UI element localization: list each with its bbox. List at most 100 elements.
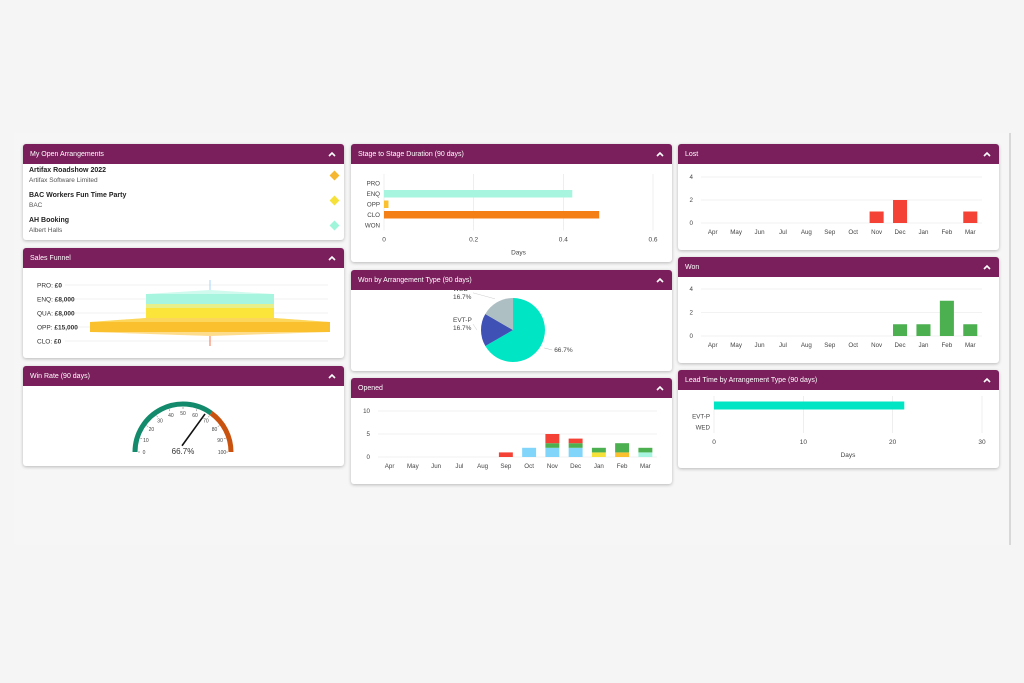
panel-lead-time: Lead Time by Arrangement Type (90 days) … [678, 370, 999, 468]
arrangement-item[interactable]: AH Booking Albert Halls [23, 214, 344, 239]
svg-text:CLO: CLO [367, 212, 380, 219]
svg-text:Sep: Sep [824, 229, 836, 236]
svg-text:Feb: Feb [942, 229, 953, 236]
arrangement-title: AH Booking [29, 217, 70, 224]
svg-text:5: 5 [367, 431, 371, 438]
chevron-up-icon[interactable] [982, 149, 992, 159]
panel-sales-funnel: Sales Funnel PRO: £0 ENQ: £8,000 QUA: £8,0… [23, 248, 344, 358]
won-by-type-pie: 66.7%EVT-P16.7%WED16.7% [351, 286, 672, 371]
svg-text:0: 0 [382, 237, 386, 244]
svg-text:50: 50 [180, 411, 186, 417]
svg-text:40: 40 [168, 413, 174, 419]
svg-text:OPP: £15,000: OPP: £15,000 [37, 325, 78, 332]
svg-text:0.4: 0.4 [559, 237, 568, 244]
svg-text:Nov: Nov [871, 342, 883, 349]
svg-text:2: 2 [690, 310, 694, 317]
arrangement-item[interactable]: Artifax Roadshow 2022 Artifax Software Li… [23, 164, 344, 189]
panel-open-arrangements: My Open Arrangements Artifax Roadshow 20… [23, 144, 344, 240]
chevron-up-icon[interactable] [327, 149, 337, 159]
svg-text:Jul: Jul [779, 342, 787, 349]
arrangement-client: Albert Halls [29, 227, 63, 234]
svg-text:WED: WED [696, 425, 711, 432]
svg-text:Jan: Jan [918, 342, 929, 349]
svg-text:WED: WED [453, 290, 468, 293]
svg-text:Apr: Apr [708, 229, 718, 236]
panel-title: Win Rate (90 days) [30, 372, 90, 380]
panel-header: Win Rate (90 days) [23, 366, 344, 386]
svg-text:2: 2 [690, 197, 694, 204]
svg-text:ENQ: ENQ [367, 191, 381, 198]
lead-time-chart: 0 10 20 30 EVT-P WED Days [678, 390, 999, 468]
svg-text:WON: WON [365, 222, 380, 229]
svg-text:EVT-P: EVT-P [453, 317, 472, 324]
svg-text:100: 100 [218, 450, 227, 456]
panel-title: Stage to Stage Duration (90 days) [358, 150, 464, 158]
svg-text:90: 90 [217, 438, 223, 444]
svg-text:Dec: Dec [895, 229, 906, 236]
svg-text:Oct: Oct [848, 342, 858, 349]
svg-text:0: 0 [712, 439, 716, 446]
win-rate-gauge: 0 10 20 30 40 50 60 70 80 90 100 66.7% [23, 386, 344, 466]
svg-text:QUA: £8,000: QUA: £8,000 [37, 311, 75, 318]
panel-title: Won by Arrangement Type (90 days) [358, 276, 472, 284]
svg-text:30: 30 [157, 418, 163, 424]
svg-text:PRO: £0: PRO: £0 [37, 283, 62, 290]
svg-text:May: May [730, 229, 743, 236]
svg-text:PRO: PRO [367, 180, 381, 187]
svg-text:May: May [730, 342, 743, 349]
svg-text:Jan: Jan [918, 229, 929, 236]
svg-text:Nov: Nov [871, 229, 883, 236]
svg-text:4: 4 [690, 174, 694, 181]
panel-win-rate: Win Rate (90 days) 0 10 20 30 40 50 60 70 80 90 10… [23, 366, 344, 466]
svg-text:Days: Days [511, 250, 527, 257]
svg-text:10: 10 [143, 438, 149, 444]
svg-text:Mar: Mar [965, 229, 976, 236]
stage-duration-chart: 0 0.2 0.4 0.6 PRO ENQ OPP CLO WON Days [351, 164, 672, 262]
panel-stage-duration: Stage to Stage Duration (90 days) 0 0.2 0.… [351, 144, 672, 262]
chevron-up-icon[interactable] [982, 262, 992, 272]
svg-text:Feb: Feb [617, 463, 628, 470]
win-rate-value: 66.7% [172, 447, 195, 456]
svg-text:Jun: Jun [755, 342, 766, 349]
panel-title: Sales Funnel [30, 254, 71, 262]
svg-text:Apr: Apr [385, 463, 395, 470]
arrangement-title: BAC Workers Fun Time Party [29, 192, 127, 199]
opened-chart: 0 5 10 Apr May Jun Jul Aug Sep Oct Nov Dec Jan Feb Mar [351, 398, 672, 484]
panel-header: Stage to Stage Duration (90 days) [351, 144, 672, 164]
lost-chart: 0 2 4 Apr May Jun Jul Aug Sep Oct Nov Dec Jan Feb Mar [678, 164, 999, 250]
svg-text:80: 80 [212, 427, 218, 433]
chevron-up-icon[interactable] [655, 275, 665, 285]
svg-text:0: 0 [143, 450, 146, 456]
svg-text:CLO: £0: CLO: £0 [37, 339, 62, 346]
panel-header: Sales Funnel [23, 248, 344, 268]
svg-text:30: 30 [978, 439, 986, 446]
svg-text:10: 10 [363, 408, 370, 415]
svg-text:16.7%: 16.7% [453, 325, 472, 332]
svg-text:Aug: Aug [801, 229, 813, 236]
arrangement-item[interactable]: BAC Workers Fun Time Party BAC [23, 189, 344, 214]
svg-text:16.7%: 16.7% [453, 294, 472, 301]
arrangement-client: Artifax Software Limited [29, 177, 98, 184]
chevron-up-icon[interactable] [655, 149, 665, 159]
panel-header: My Open Arrangements [23, 144, 344, 164]
chevron-up-icon[interactable] [327, 253, 337, 263]
panel-title: My Open Arrangements [30, 150, 104, 158]
funnel-chart: PRO: £0 ENQ: £8,000 QUA: £8,000 OPP: £15,00… [23, 268, 344, 358]
chevron-up-icon[interactable] [655, 383, 665, 393]
svg-text:0: 0 [690, 220, 694, 227]
svg-text:Dec: Dec [570, 463, 581, 470]
arrangement-title: Artifax Roadshow 2022 [29, 167, 107, 174]
chevron-up-icon[interactable] [327, 371, 337, 381]
svg-text:0: 0 [690, 333, 694, 340]
panel-title: Lead Time by Arrangement Type (90 days) [685, 376, 818, 384]
svg-text:Apr: Apr [708, 342, 718, 349]
svg-text:20: 20 [149, 427, 155, 433]
svg-text:Jun: Jun [431, 463, 442, 470]
panel-opened: Opened 0 5 10 Apr May Jun Jul Aug Sep Oct Nov Dec Ja… [351, 378, 672, 484]
chevron-up-icon[interactable] [982, 375, 992, 385]
arrangement-client: BAC [29, 202, 43, 209]
svg-text:Dec: Dec [895, 342, 906, 349]
panel-header: Lead Time by Arrangement Type (90 days) [678, 370, 999, 390]
panel-header: Won by Arrangement Type (90 days) [351, 270, 672, 290]
svg-text:0.2: 0.2 [469, 237, 478, 244]
